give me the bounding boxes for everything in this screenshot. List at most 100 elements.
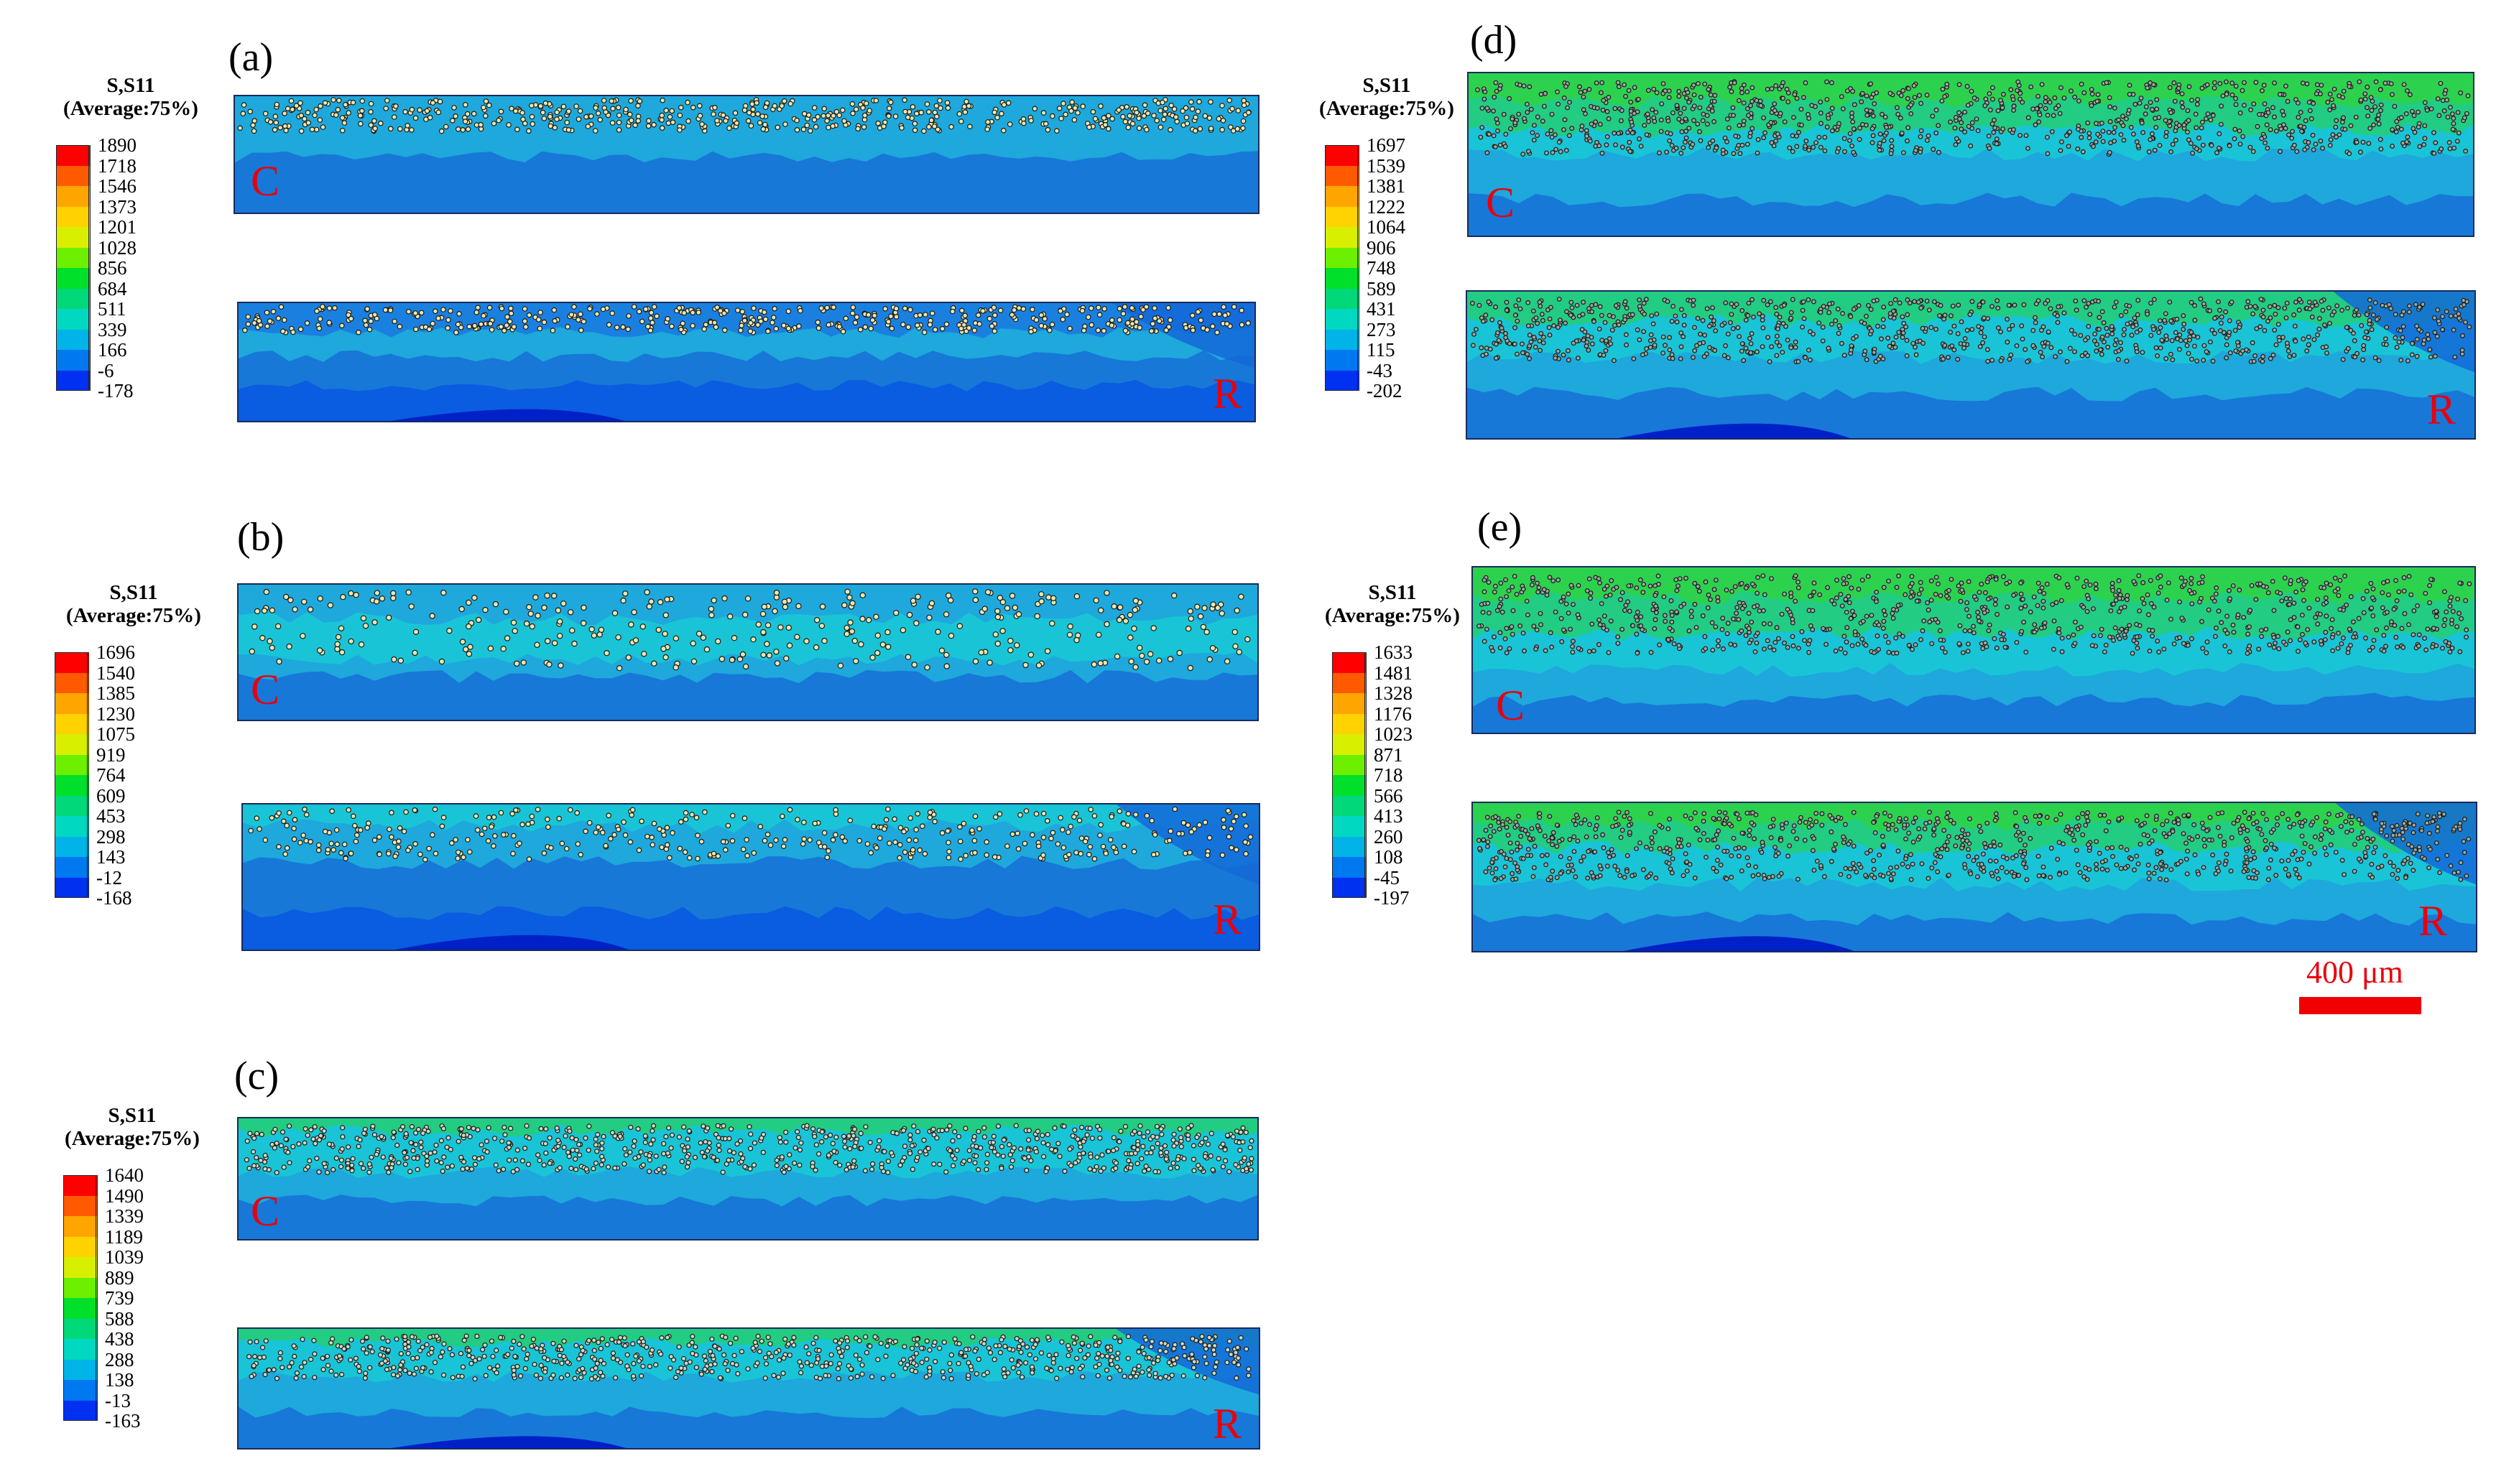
particle (1906, 86, 1911, 91)
particle (2099, 120, 2104, 126)
legend-swatch (1325, 186, 1359, 207)
particle (1779, 83, 1785, 89)
particle (1880, 111, 1885, 117)
specimen-a-bottom (237, 302, 1256, 422)
particle (292, 606, 298, 613)
particle (535, 807, 541, 812)
particle (914, 1342, 920, 1348)
particle (1056, 105, 1063, 111)
particle (2020, 336, 2025, 342)
particle (472, 1358, 478, 1363)
particle (441, 1154, 447, 1160)
particle (2432, 330, 2438, 335)
particle (628, 621, 634, 628)
particle (1050, 1355, 1056, 1362)
particle (1862, 320, 1867, 326)
particle (305, 109, 311, 116)
particle (397, 825, 403, 831)
particle (1820, 338, 1826, 343)
particle (928, 117, 935, 124)
particle (761, 603, 768, 610)
particle (568, 1165, 574, 1172)
particle (359, 108, 365, 114)
particle (1028, 118, 1034, 124)
particle (1191, 1359, 1197, 1365)
particle (645, 123, 652, 129)
particle (473, 310, 480, 315)
particle (320, 1355, 325, 1361)
particle (1691, 297, 1696, 303)
particle (1089, 1136, 1096, 1141)
particle (981, 1125, 987, 1131)
particle (2146, 149, 2152, 154)
particle (364, 1335, 369, 1340)
particle (2224, 91, 2229, 97)
particle (892, 113, 899, 119)
particle (824, 118, 830, 124)
particle (754, 1360, 760, 1366)
particle (1152, 315, 1158, 322)
particle (472, 1155, 478, 1161)
legend-tick-label: 1028 (98, 236, 137, 259)
particle (781, 1355, 787, 1361)
particle (1144, 126, 1150, 133)
particle (1112, 1335, 1118, 1340)
particle (736, 656, 744, 662)
particle (2172, 98, 2178, 104)
particle (2150, 107, 2155, 112)
particle (391, 1372, 397, 1378)
particle (1049, 620, 1055, 627)
particle (290, 329, 296, 335)
particle (1558, 149, 1563, 154)
particle (976, 1356, 981, 1363)
particle (1040, 1133, 1045, 1138)
particle (2333, 124, 2339, 130)
particle (1706, 144, 1711, 150)
particle (2378, 102, 2384, 108)
particle (390, 595, 397, 601)
particle (931, 1132, 937, 1138)
particle (1140, 1345, 1145, 1350)
particle (1930, 113, 1936, 119)
particle (727, 1340, 734, 1346)
particle (976, 321, 983, 327)
particle (931, 1161, 937, 1167)
particle (886, 113, 892, 119)
particle (1660, 81, 1666, 86)
particle (1622, 82, 1627, 88)
particle (1035, 843, 1042, 850)
particle (997, 1350, 1004, 1355)
particle (1918, 101, 1923, 106)
particle (383, 106, 389, 111)
particle (615, 826, 621, 833)
particle (1898, 115, 1903, 121)
particle (2227, 350, 2233, 356)
particle (610, 1355, 616, 1361)
particle (647, 315, 654, 321)
particle (1127, 634, 1134, 641)
particle (1757, 311, 1762, 317)
particle (1194, 603, 1201, 610)
particle (2061, 96, 2067, 101)
particle (1818, 99, 1824, 105)
particle (624, 1363, 630, 1369)
particle (1055, 841, 1061, 847)
particle (1704, 113, 1710, 119)
particle (542, 100, 549, 106)
contour-field (243, 804, 1259, 950)
particle (623, 1152, 629, 1158)
particle (992, 854, 998, 860)
particle (783, 655, 790, 662)
particle (461, 854, 466, 861)
particle (731, 1353, 737, 1358)
particle (1178, 1135, 1184, 1141)
particle (1073, 1160, 1078, 1166)
region-mark-c: C (251, 1187, 280, 1235)
particle (779, 1154, 785, 1160)
particle (1230, 128, 1237, 134)
particle (2185, 129, 2190, 135)
contour-field (1467, 292, 2474, 438)
particle (486, 1125, 491, 1131)
legend-tick-label: 453 (96, 805, 126, 827)
particle (773, 649, 780, 655)
